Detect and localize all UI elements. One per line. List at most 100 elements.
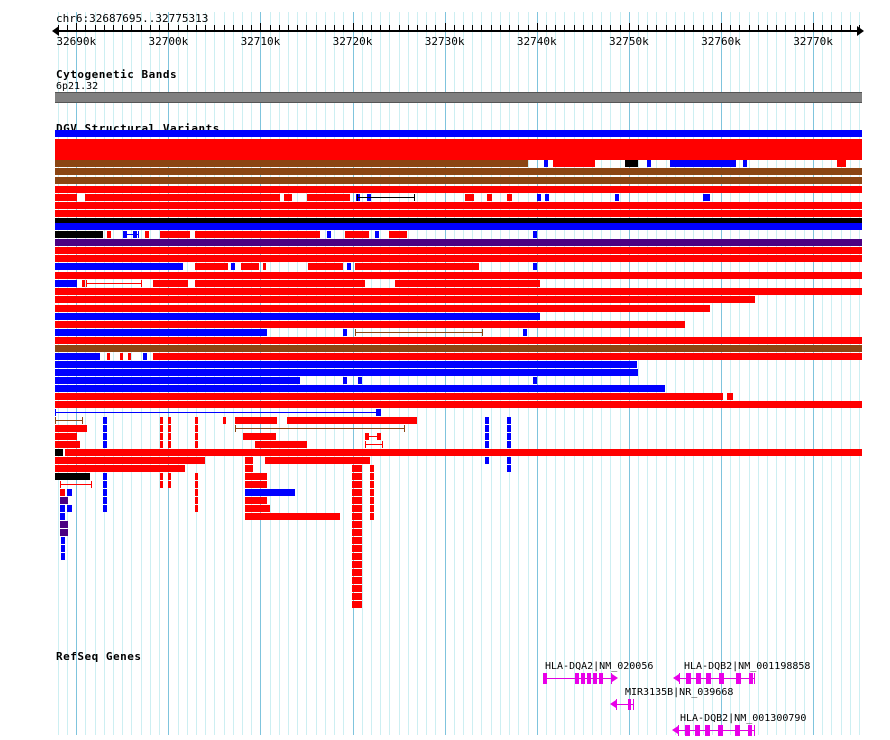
dgv-variant-segment[interactable] <box>160 433 163 440</box>
dgv-variant-span[interactable] <box>55 409 377 416</box>
dgv-variant-segment[interactable] <box>153 280 188 287</box>
dgv-variant-segment[interactable] <box>245 465 253 472</box>
dgv-variant-segment[interactable] <box>67 489 72 496</box>
dgv-variant-segment[interactable] <box>55 433 77 440</box>
dgv-variant-segment[interactable] <box>55 377 300 384</box>
dgv-variant-segment[interactable] <box>615 194 619 201</box>
dgv-variant-segment[interactable] <box>55 210 862 217</box>
dgv-variant-segment[interactable] <box>255 441 307 448</box>
dgv-variant-segment[interactable] <box>284 194 292 201</box>
dgv-variant-segment[interactable] <box>60 505 65 512</box>
dgv-variant-segment[interactable] <box>352 585 362 592</box>
dgv-variant-segment[interactable] <box>355 263 479 270</box>
dgv-variant-span[interactable] <box>86 280 142 287</box>
dgv-variant-segment[interactable] <box>507 425 511 432</box>
dgv-variant-segment[interactable] <box>55 218 862 225</box>
dgv-variant-segment[interactable] <box>103 417 107 424</box>
dgv-variant-segment[interactable] <box>160 481 163 488</box>
dgv-variant-segment[interactable] <box>55 223 862 230</box>
dgv-variant-segment[interactable] <box>544 160 548 167</box>
dgv-variant-segment[interactable] <box>343 377 347 384</box>
dgv-variant-segment[interactable] <box>485 433 489 440</box>
dgv-variant-segment[interactable] <box>55 457 205 464</box>
dgv-variant-span[interactable] <box>60 481 92 488</box>
dgv-variant-segment[interactable] <box>61 545 65 552</box>
dgv-variant-segment[interactable] <box>55 337 862 344</box>
dgv-variant-segment[interactable] <box>55 465 185 472</box>
dgv-variant-segment[interactable] <box>370 497 374 504</box>
dgv-variant-segment[interactable] <box>168 433 171 440</box>
dgv-variant-segment[interactable] <box>55 393 723 400</box>
dgv-variant-segment[interactable] <box>352 561 362 568</box>
dgv-variant-segment[interactable] <box>485 441 489 448</box>
dgv-variant-segment[interactable] <box>103 473 107 480</box>
dgv-variant-segment[interactable] <box>245 457 253 464</box>
gene-label[interactable]: HLA-DQB2|NM_001300790 <box>680 713 807 724</box>
gene-model[interactable] <box>610 699 634 710</box>
dgv-variant-segment[interactable] <box>343 329 347 336</box>
gene-exon[interactable] <box>587 673 591 684</box>
cytoband-bar[interactable] <box>55 92 862 103</box>
dgv-variant-segment[interactable] <box>245 473 267 480</box>
dgv-variant-segment[interactable] <box>55 263 183 270</box>
dgv-variant-segment[interactable] <box>195 481 198 488</box>
dgv-variant-segment[interactable] <box>245 497 267 504</box>
dgv-variant-segment[interactable] <box>55 473 90 480</box>
gene-exon[interactable] <box>735 725 740 736</box>
dgv-variant-span[interactable] <box>55 417 83 424</box>
gene-exon[interactable] <box>543 673 547 684</box>
dgv-variant-segment[interactable] <box>231 263 235 270</box>
dgv-variant-segment[interactable] <box>103 489 107 496</box>
dgv-variant-segment[interactable] <box>195 505 198 512</box>
dgv-variant-segment[interactable] <box>487 194 492 201</box>
gene-exon[interactable] <box>706 673 711 684</box>
dgv-variant-segment[interactable] <box>55 449 63 456</box>
dgv-variant-segment[interactable] <box>352 569 362 576</box>
dgv-variant-segment[interactable] <box>533 231 537 238</box>
dgv-variant-segment[interactable] <box>160 441 163 448</box>
dgv-variant-segment[interactable] <box>265 457 370 464</box>
dgv-variant-segment[interactable] <box>352 497 362 504</box>
dgv-variant-segment[interactable] <box>377 409 381 416</box>
dgv-variant-segment[interactable] <box>533 377 537 384</box>
dgv-variant-span[interactable] <box>367 433 381 440</box>
dgv-variant-segment[interactable] <box>195 497 198 504</box>
gene-model[interactable] <box>543 673 618 684</box>
dgv-variant-segment[interactable] <box>308 263 343 270</box>
dgv-variant-segment[interactable] <box>485 425 489 432</box>
dgv-variant-segment[interactable] <box>168 473 171 480</box>
dgv-variant-segment[interactable] <box>107 353 110 360</box>
dgv-variant-segment[interactable] <box>352 505 362 512</box>
dgv-variant-span[interactable] <box>357 194 415 201</box>
gene-exon[interactable] <box>749 673 753 684</box>
dgv-variant-segment[interactable] <box>345 231 369 238</box>
dgv-variant-segment[interactable] <box>60 489 65 496</box>
dgv-variant-segment[interactable] <box>160 473 163 480</box>
dgv-variant-segment[interactable] <box>647 160 651 167</box>
dgv-variant-segment[interactable] <box>82 280 85 287</box>
dgv-variant-segment[interactable] <box>235 417 277 424</box>
dgv-variant-segment[interactable] <box>55 385 665 392</box>
dgv-variant-segment[interactable] <box>352 545 362 552</box>
dgv-variant-segment[interactable] <box>352 601 362 608</box>
dgv-variant-segment[interactable] <box>55 329 267 336</box>
gene-label[interactable]: MIR3135B|NR_039668 <box>625 687 734 698</box>
dgv-variant-segment[interactable] <box>195 473 198 480</box>
dgv-variant-segment[interactable] <box>55 272 862 279</box>
dgv-variant-segment[interactable] <box>287 417 417 424</box>
dgv-variant-segment[interactable] <box>507 194 512 201</box>
dgv-variant-segment[interactable] <box>703 194 710 201</box>
dgv-variant-segment[interactable] <box>55 345 862 352</box>
dgv-variant-span[interactable] <box>235 425 405 432</box>
dgv-variant-segment[interactable] <box>55 186 862 193</box>
dgv-variant-segment[interactable] <box>55 369 638 376</box>
dgv-variant-segment[interactable] <box>61 553 65 560</box>
dgv-variant-segment[interactable] <box>195 263 228 270</box>
dgv-variant-segment[interactable] <box>103 497 107 504</box>
dgv-variant-segment[interactable] <box>507 441 511 448</box>
dgv-variant-segment[interactable] <box>370 489 374 496</box>
dgv-variant-segment[interactable] <box>352 593 362 600</box>
dgv-variant-segment[interactable] <box>60 497 68 504</box>
dgv-variant-segment[interactable] <box>537 194 541 201</box>
gene-exon[interactable] <box>593 673 597 684</box>
